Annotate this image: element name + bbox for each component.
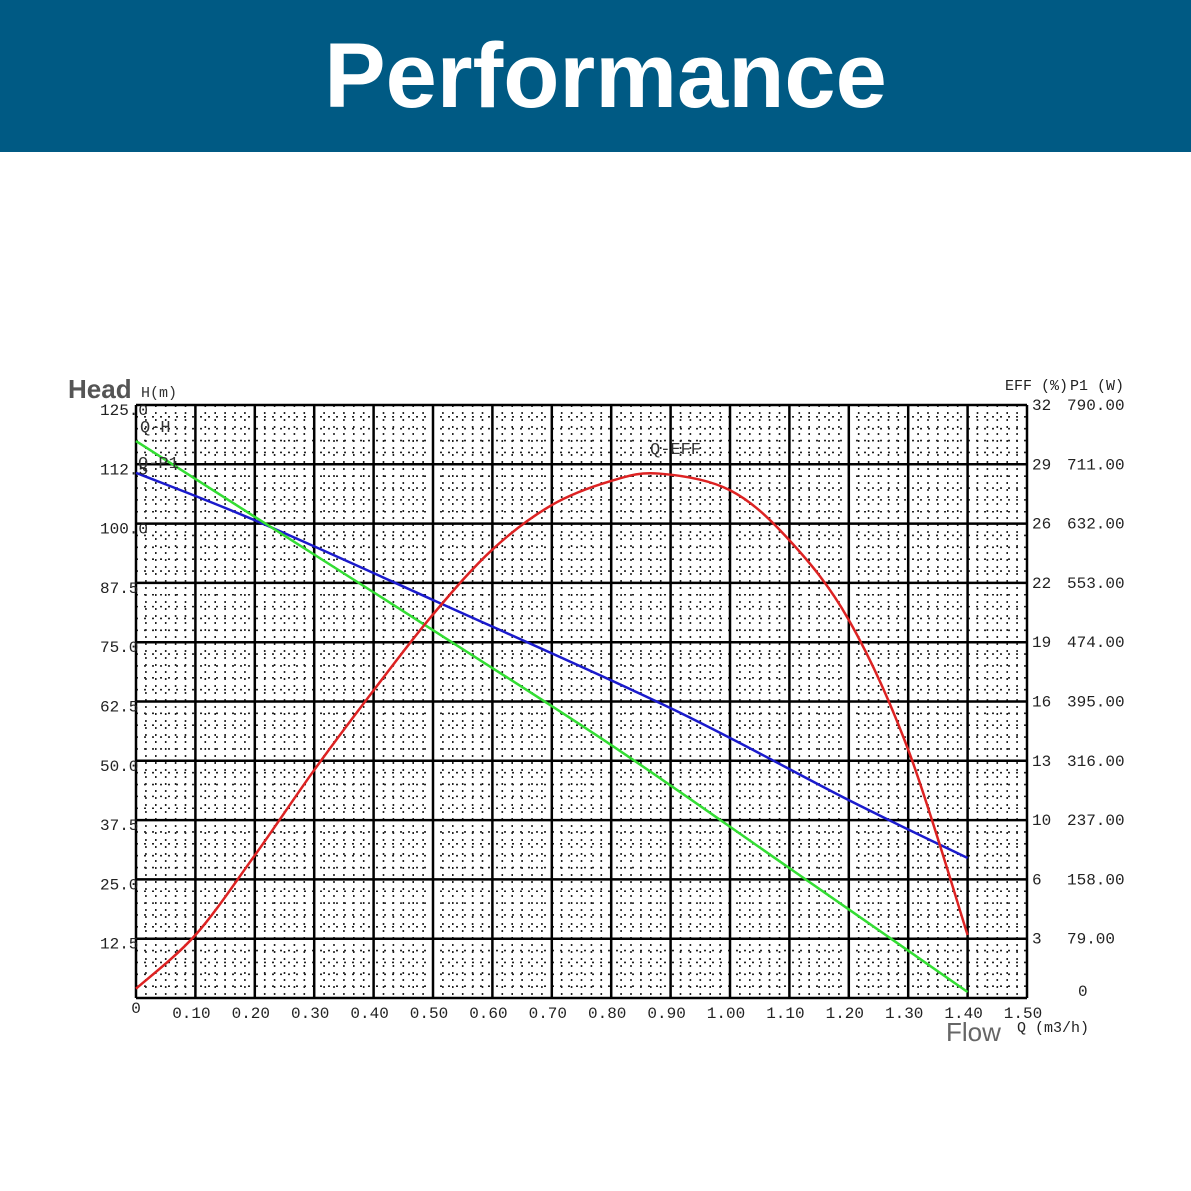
page-title: Performance bbox=[324, 25, 887, 127]
y3-tick-label: 553.00 bbox=[1067, 575, 1125, 593]
y-tick-label: 87.5 bbox=[100, 580, 138, 598]
x-tick-label: 1.50 bbox=[1004, 1005, 1042, 1023]
curve-q-eff bbox=[135, 471, 969, 990]
y3-tick-label: 79.00 bbox=[1067, 931, 1115, 949]
x-tick-label: 0.80 bbox=[588, 1005, 626, 1023]
labels: Q-H Q-P1 Q-EFF 0 0.10 0.20 0.30 0.40 0.50 0.60 0.7… bbox=[68, 374, 1125, 1047]
y2-tick-label: 10 bbox=[1032, 812, 1051, 830]
y3-tick-label: 316.00 bbox=[1067, 753, 1125, 771]
y-tick-label: 75.0 bbox=[100, 639, 138, 657]
y3-tick-label: 632.00 bbox=[1067, 516, 1125, 534]
y-tick-label: 62.5 bbox=[100, 699, 138, 717]
curve-label-q-p1: Q-P1 bbox=[138, 455, 179, 474]
y-tick-label: 50.0 bbox=[100, 758, 138, 776]
y-tick-label: 125.0 bbox=[100, 402, 148, 420]
x-axis-unit: Q (m3/h) bbox=[1017, 1020, 1089, 1037]
curve-label-q-eff: Q-EFF bbox=[650, 441, 701, 460]
y2-tick-label: 29 bbox=[1032, 456, 1051, 474]
y-axis-unit: H(m) bbox=[141, 385, 177, 402]
x-tick-label: 0.30 bbox=[291, 1005, 329, 1023]
y3-axis-title: P1 (W) bbox=[1070, 378, 1124, 395]
y-tick-label: 12.5 bbox=[100, 936, 138, 954]
y3-tick-label: 790.00 bbox=[1067, 397, 1125, 415]
x-tick-label: 0.60 bbox=[469, 1005, 507, 1023]
y2-tick-label: 26 bbox=[1032, 516, 1051, 534]
y-tick-label: 25.0 bbox=[100, 876, 138, 894]
y3-tick-label: 158.00 bbox=[1067, 871, 1125, 889]
x-tick-label: 0.20 bbox=[232, 1005, 270, 1023]
x-tick-label: 0.40 bbox=[350, 1005, 388, 1023]
y3-tick-label: 237.00 bbox=[1067, 812, 1125, 830]
x-tick-label: 0 bbox=[131, 1000, 141, 1018]
x-tick-label: 0.90 bbox=[647, 1005, 685, 1023]
x-tick-label: 1.20 bbox=[826, 1005, 864, 1023]
title-banner: Performance bbox=[0, 0, 1191, 152]
y2-tick-label: 3 bbox=[1032, 931, 1042, 949]
grid bbox=[134, 403, 1029, 1000]
curve-q-p1 bbox=[135, 439, 969, 994]
y3-tick-label: 711.00 bbox=[1067, 456, 1125, 474]
y2-tick-label: 16 bbox=[1032, 694, 1051, 712]
x-tick-label: 0.50 bbox=[410, 1005, 448, 1023]
x-tick-label: 1.30 bbox=[885, 1005, 923, 1023]
curve-q-h bbox=[135, 471, 969, 860]
y-tick-label: 100.0 bbox=[100, 521, 148, 539]
y2-tick-label: 0 bbox=[1078, 983, 1088, 1001]
y-tick-label: 112.5 bbox=[100, 461, 148, 479]
y3-tick-label: 395.00 bbox=[1067, 694, 1125, 712]
x-tick-label: 0.10 bbox=[172, 1005, 210, 1023]
y-tick-label: 37.5 bbox=[100, 817, 138, 835]
x-axis-title: Flow bbox=[946, 1017, 1001, 1047]
curve-label-q-h: Q-H bbox=[140, 419, 171, 438]
curves bbox=[135, 439, 969, 994]
x-tick-label: 0.70 bbox=[529, 1005, 567, 1023]
x-tick-label: 1.10 bbox=[766, 1005, 804, 1023]
y2-tick-label: 13 bbox=[1032, 753, 1051, 771]
y2-tick-label: 19 bbox=[1032, 634, 1051, 652]
y-axis-title: Head bbox=[68, 374, 132, 404]
y3-tick-label: 474.00 bbox=[1067, 634, 1125, 652]
x-tick-label: 1.00 bbox=[707, 1005, 745, 1023]
y2-axis-title: EFF (%) bbox=[1005, 378, 1068, 395]
x-tick-label: 1.40 bbox=[944, 1005, 982, 1023]
y2-tick-label: 32 bbox=[1032, 397, 1051, 415]
y2-tick-label: 6 bbox=[1032, 871, 1042, 889]
y2-tick-label: 22 bbox=[1032, 575, 1051, 593]
